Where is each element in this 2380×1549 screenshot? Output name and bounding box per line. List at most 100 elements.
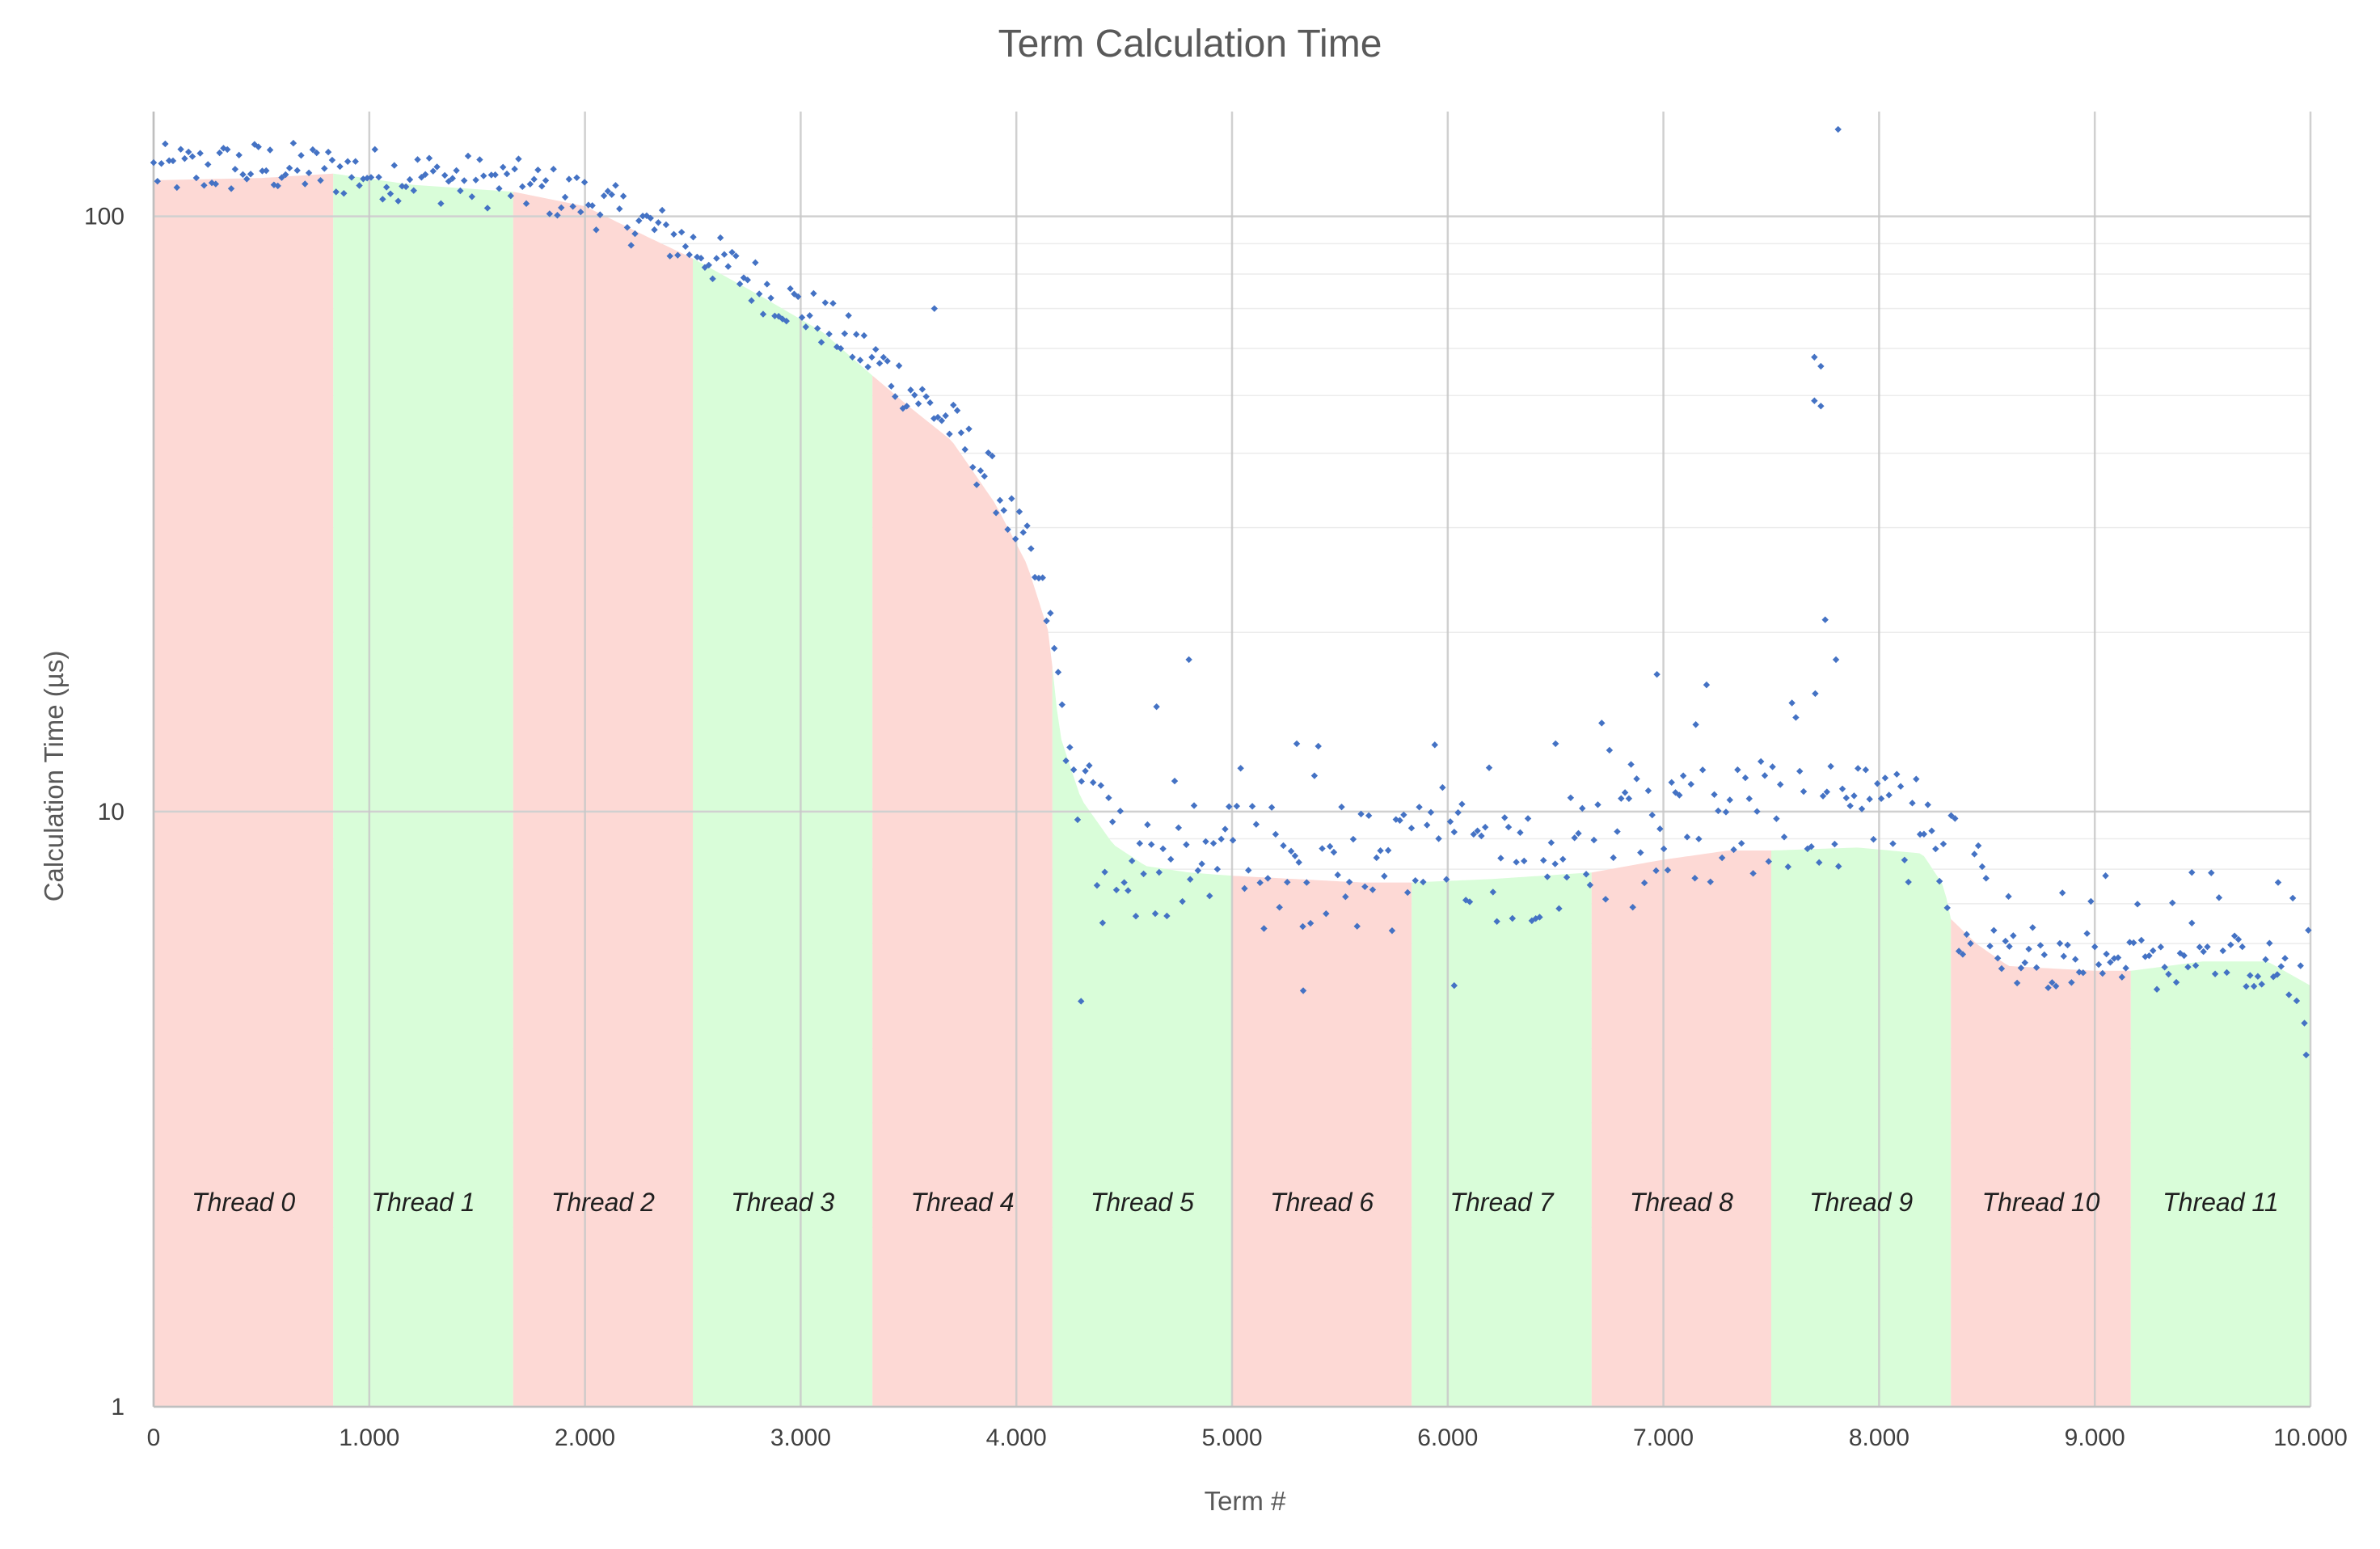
data-point [1598, 720, 1606, 727]
data-point [1621, 789, 1629, 796]
data-point [1129, 857, 1136, 865]
data-point [2215, 894, 2223, 901]
y-tick-label: 1 [111, 1394, 124, 1420]
data-point [185, 148, 192, 156]
data-point [1345, 878, 1353, 886]
data-point [429, 167, 437, 175]
data-point [324, 148, 332, 156]
data-point [767, 294, 774, 302]
data-point [1749, 870, 1757, 877]
data-point [282, 171, 289, 179]
data-point [227, 185, 235, 192]
data-point [1420, 878, 1427, 886]
data-point [584, 201, 593, 209]
data-point [546, 210, 554, 217]
data-point [1504, 823, 1513, 831]
data-point [1629, 903, 1636, 911]
data-point [375, 173, 382, 181]
data-point [1078, 998, 1085, 1005]
data-point [1547, 839, 1555, 846]
data-point [950, 401, 957, 409]
data-point [965, 425, 973, 433]
data-point [977, 467, 985, 475]
data-point [690, 234, 697, 241]
data-point [1004, 525, 1011, 534]
data-point [181, 154, 188, 162]
data-point [864, 363, 871, 371]
data-point [2087, 897, 2095, 905]
data-point [1817, 403, 1825, 410]
x-axis-title: Term # [1205, 1486, 1287, 1516]
data-point [1784, 863, 1792, 871]
data-point [1093, 881, 1101, 889]
data-point [414, 156, 421, 163]
data-point [1637, 849, 1644, 856]
data-point [953, 407, 961, 414]
data-point [2172, 978, 2180, 986]
data-point [2040, 951, 2048, 959]
data-point [2254, 973, 2262, 980]
chart-title: Term Calculation Time [998, 23, 1382, 65]
data-point [1047, 610, 1054, 617]
data-point [2234, 935, 2243, 943]
data-point [1442, 876, 1450, 883]
data-point [356, 182, 363, 189]
data-point [1000, 507, 1007, 514]
data-point [2196, 943, 2204, 951]
data-point [496, 185, 503, 192]
data-point [480, 172, 487, 179]
data-point [814, 325, 821, 332]
data-point [298, 152, 305, 159]
data-point [500, 163, 507, 171]
data-point [1198, 860, 1205, 867]
data-point [1501, 814, 1509, 821]
data-point [1101, 868, 1108, 876]
data-point [2169, 899, 2176, 906]
data-point [1722, 808, 1730, 816]
data-point [1435, 835, 1442, 842]
data-point [860, 331, 868, 340]
data-point [2006, 943, 2013, 950]
data-point [1474, 827, 1481, 834]
data-point [1454, 808, 1462, 817]
data-point [526, 180, 534, 188]
data-point [1485, 764, 1493, 771]
data-point [1058, 701, 1066, 708]
data-point [946, 430, 953, 438]
data-point [985, 449, 992, 457]
data-point [697, 255, 705, 262]
data-point [911, 391, 918, 399]
data-point [1532, 915, 1539, 922]
data-point [530, 175, 538, 183]
x-tick-label: 2.000 [555, 1424, 615, 1451]
data-point [1660, 845, 1668, 853]
data-point [1777, 781, 1784, 788]
data-point [1517, 829, 1524, 837]
data-point [2137, 936, 2146, 944]
data-point [239, 171, 247, 179]
data-point [806, 312, 813, 319]
data-point [1920, 830, 1928, 838]
data-point [1811, 353, 1818, 361]
data-point [1656, 825, 1664, 833]
data-point [1990, 926, 1998, 934]
data-point [1384, 846, 1392, 855]
data-point [1155, 868, 1163, 876]
data-point [1664, 867, 1672, 874]
x-tick-label: 6.000 [1417, 1424, 1478, 1451]
data-point [150, 158, 158, 167]
data-point [736, 280, 744, 288]
data-point [1769, 763, 1776, 770]
data-point [655, 219, 662, 226]
data-point [1074, 816, 1082, 824]
data-point [635, 217, 643, 225]
data-point [382, 184, 390, 191]
data-point [437, 200, 445, 207]
data-point [1450, 828, 1458, 836]
data-point [1834, 125, 1842, 133]
thread-band-6 [1232, 876, 1412, 1407]
data-point [177, 146, 184, 153]
data-point [1446, 818, 1454, 825]
data-point [1276, 904, 1283, 911]
data-point [1008, 495, 1015, 502]
